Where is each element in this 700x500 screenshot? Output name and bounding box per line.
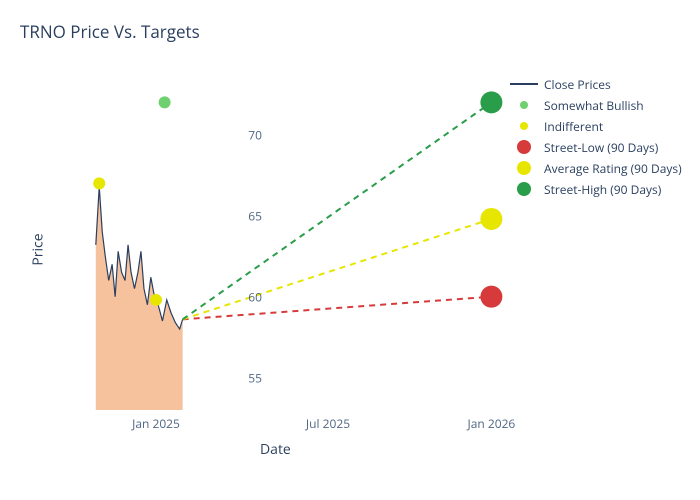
street-low-line xyxy=(183,297,492,320)
legend-item: Close Prices xyxy=(510,75,682,93)
street-high-marker xyxy=(480,91,502,113)
y-tick: 60 xyxy=(248,288,262,305)
legend-label: Close Prices xyxy=(544,76,611,93)
legend-label: Somewhat Bullish xyxy=(544,97,644,114)
legend-label: Street-High (90 Days) xyxy=(544,181,661,198)
x-axis-label: Date xyxy=(260,440,291,459)
price-area-fill xyxy=(96,187,183,410)
y-tick: 55 xyxy=(248,369,262,386)
chart-svg xyxy=(70,70,500,410)
legend-swatch-dot xyxy=(510,122,538,130)
legend-swatch-dot xyxy=(510,140,538,154)
legend-swatch-dot xyxy=(510,101,538,109)
legend-swatch-line xyxy=(510,83,538,85)
annotation-dot-0 xyxy=(93,177,105,189)
x-tick: Jul 2025 xyxy=(306,415,350,432)
annotation-dot-1 xyxy=(150,294,162,306)
legend-swatch-dot xyxy=(510,161,538,175)
plot-area xyxy=(70,70,500,410)
legend-label: Indifferent xyxy=(544,118,603,135)
legend-item: Street-High (90 Days) xyxy=(510,180,682,198)
y-tick: 65 xyxy=(248,207,262,224)
legend-label: Street-Low (90 Days) xyxy=(544,139,658,156)
legend-item: Somewhat Bullish xyxy=(510,96,682,114)
legend-item: Indifferent xyxy=(510,117,682,135)
y-tick: 70 xyxy=(248,126,262,143)
street-low-marker xyxy=(480,286,502,308)
legend-item: Street-Low (90 Days) xyxy=(510,138,682,156)
legend: Close Prices Somewhat Bullish Indifferent S… xyxy=(510,75,682,201)
x-tick: Jan 2026 xyxy=(467,415,515,432)
legend-item: Average Rating (90 Days) xyxy=(510,159,682,177)
chart-title: TRNO Price Vs. Targets xyxy=(20,20,200,43)
legend-swatch-dot xyxy=(510,182,538,196)
annotation-dot-2 xyxy=(159,96,171,108)
street-high-line xyxy=(183,102,492,319)
x-tick: Jan 2025 xyxy=(132,415,180,432)
y-axis-label: Price xyxy=(29,233,48,265)
average-rating-marker xyxy=(480,208,502,230)
legend-label: Average Rating (90 Days) xyxy=(544,160,682,177)
average-rating-line xyxy=(183,219,492,319)
